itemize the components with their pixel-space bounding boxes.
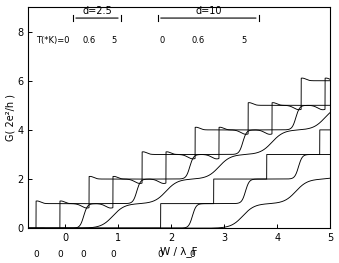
Text: T(*K)=0: T(*K)=0 xyxy=(36,36,69,45)
Text: d=2.5: d=2.5 xyxy=(82,6,112,16)
Text: 5: 5 xyxy=(242,36,247,45)
Text: 0: 0 xyxy=(57,250,63,259)
Text: 0.6: 0.6 xyxy=(192,36,205,45)
Text: d=10: d=10 xyxy=(195,6,222,16)
X-axis label: W / λ_F: W / λ_F xyxy=(160,246,198,257)
Text: 0: 0 xyxy=(160,36,165,45)
Y-axis label: G( 2e²/h ): G( 2e²/h ) xyxy=(5,94,16,141)
Text: 0: 0 xyxy=(158,250,163,259)
Text: 0: 0 xyxy=(33,250,39,259)
Text: 0: 0 xyxy=(81,250,86,259)
Text: 5: 5 xyxy=(112,36,117,45)
Text: 0: 0 xyxy=(110,250,116,259)
Text: 0: 0 xyxy=(190,250,195,259)
Text: 0.6: 0.6 xyxy=(83,36,96,45)
